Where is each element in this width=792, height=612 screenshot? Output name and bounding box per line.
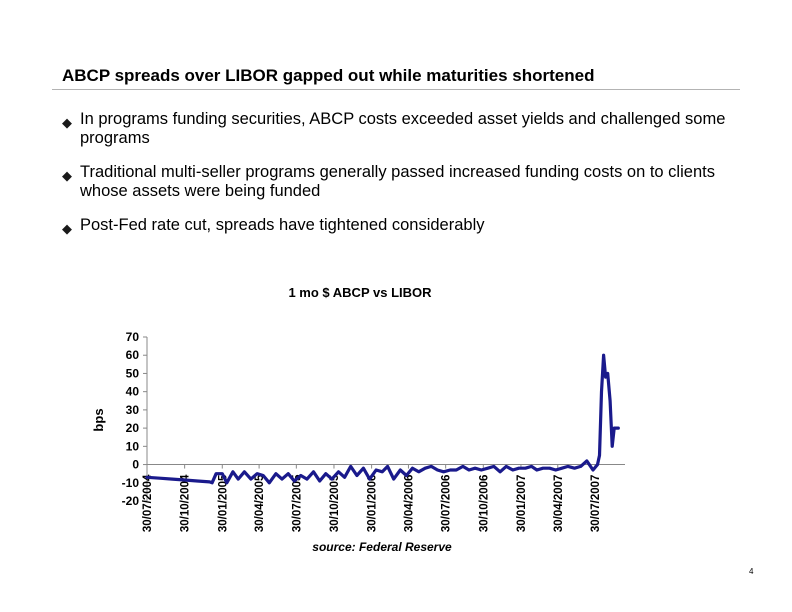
y-tick-label: 50 xyxy=(126,366,140,380)
x-tick-label: 30/10/2006 xyxy=(478,475,490,533)
y-tick-label: -10 xyxy=(122,476,140,490)
x-tick-label: 30/04/2006 xyxy=(403,475,415,533)
slide-title: ABCP spreads over LIBOR gapped out while… xyxy=(62,66,595,85)
x-tick-labels: 30/07/2004 30/10/2004 30/01/2005 30/04/2005… xyxy=(142,464,602,533)
x-tick-label: 30/04/2007 xyxy=(553,475,565,533)
x-tick-label: 30/07/2006 xyxy=(441,475,453,533)
y-tick-label: 0 xyxy=(132,458,139,472)
x-tick-label: 30/01/2006 xyxy=(367,475,379,533)
title-divider xyxy=(52,89,740,90)
x-tick-label: 30/04/2005 xyxy=(254,474,266,532)
x-tick-label: 30/01/2007 xyxy=(516,475,528,533)
bullet-text: In programs funding securities, ABCP cos… xyxy=(80,110,726,147)
y-axis-label: bps xyxy=(91,408,106,431)
bullet-item: ◆ Post-Fed rate cut, spreads have tighte… xyxy=(62,216,742,236)
page-number: 4 xyxy=(749,567,754,576)
x-tick-label: 30/07/2004 xyxy=(142,474,154,532)
x-tick-label: 30/10/2004 xyxy=(180,474,192,532)
bullet-item: ◆ In programs funding securities, ABCP c… xyxy=(62,110,742,148)
y-tick-label: 20 xyxy=(126,421,140,435)
x-tick-label: 30/01/2005 xyxy=(217,474,229,532)
y-tick-label: 40 xyxy=(126,385,140,399)
y-tick-label: 30 xyxy=(126,403,140,417)
y-tick-label: -20 xyxy=(122,494,140,508)
x-tick-label: 30/10/2005 xyxy=(329,474,341,532)
diamond-bullet-icon: ◆ xyxy=(62,115,72,130)
y-tick-label: 70 xyxy=(126,330,140,344)
bullet-text: Post-Fed rate cut, spreads have tightene… xyxy=(80,216,485,234)
chart-source: source: Federal Reserve xyxy=(312,540,452,554)
chart-title: 1 mo $ ABCP vs LIBOR xyxy=(288,285,432,300)
y-tick-labels: -20 -10 0 10 20 30 40 50 60 70 xyxy=(122,330,147,508)
y-tick-label: 10 xyxy=(126,439,140,453)
x-tick-label: 30/07/2007 xyxy=(590,475,602,533)
bullet-text: Traditional multi-seller programs genera… xyxy=(80,163,715,200)
diamond-bullet-icon: ◆ xyxy=(62,221,72,236)
diamond-bullet-icon: ◆ xyxy=(62,168,72,183)
bullet-item: ◆ Traditional multi-seller programs gene… xyxy=(62,163,742,201)
series-line xyxy=(145,353,620,485)
chart-axes xyxy=(146,337,625,501)
bullet-list: ◆ In programs funding securities, ABCP c… xyxy=(62,110,742,250)
y-tick-label: 60 xyxy=(126,348,140,362)
x-tick-label: 30/07/2005 xyxy=(291,474,303,532)
